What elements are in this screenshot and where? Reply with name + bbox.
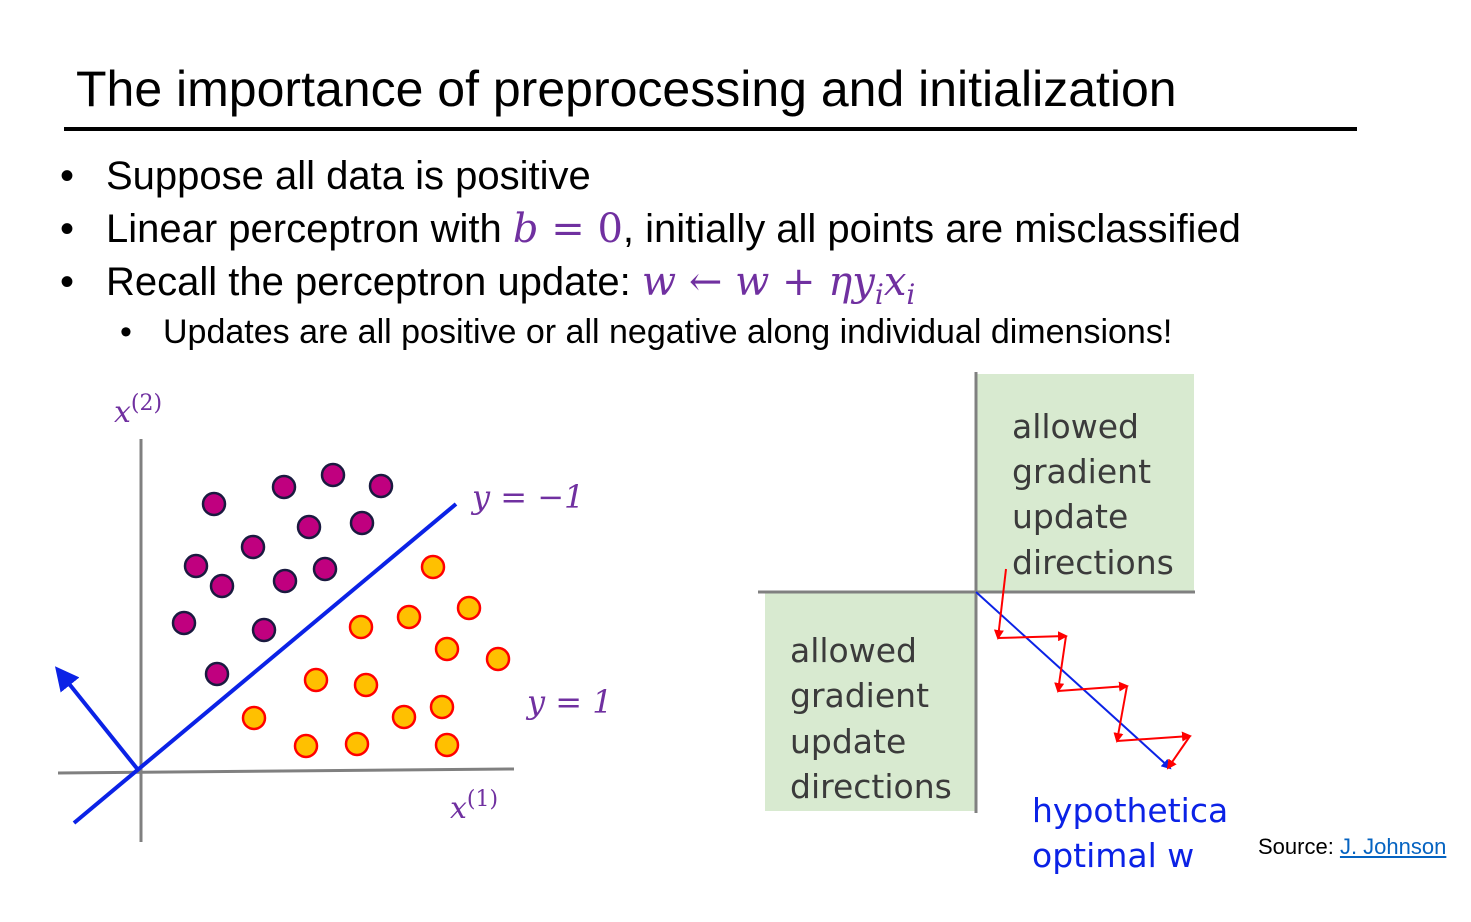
- negative-point: [204, 661, 230, 687]
- bottom-box-line-1: allowed: [790, 631, 917, 670]
- positive-point: [434, 732, 460, 758]
- optimal-w-label-line-1: hypothetical: [1032, 791, 1230, 830]
- optimal-w-label-line-2: optimal w: [1032, 836, 1194, 875]
- top-box-line-3: update: [1012, 497, 1128, 536]
- positive-point: [353, 672, 379, 698]
- source-link[interactable]: J. Johnson: [1339, 834, 1447, 859]
- negative-point: [349, 510, 375, 536]
- bottom-box-line-4: directions: [790, 767, 952, 806]
- negative-point: [320, 462, 346, 488]
- positive-point: [293, 733, 319, 759]
- negative-points: [171, 462, 394, 687]
- negative-point: [368, 473, 394, 499]
- top-box-line-4: directions: [1012, 543, 1174, 582]
- positive-point: [456, 595, 482, 621]
- bullet-text-pre: Linear perceptron with: [106, 207, 513, 251]
- bullet-3: • Recall the perceptron update: w ← w + …: [60, 256, 1450, 311]
- bottom-box-line-2: gradient: [790, 676, 929, 715]
- zigzag-updates: [993, 568, 1192, 770]
- positive-point: [485, 646, 511, 672]
- positive-point: [344, 731, 370, 757]
- bullet-text-pre: Recall the perceptron update:: [106, 260, 642, 304]
- positive-point: [391, 704, 417, 730]
- positive-point: [434, 636, 460, 662]
- source-credit: Source: J. Johnson: [1258, 834, 1446, 860]
- positive-class-label: y = 1: [525, 683, 613, 721]
- y-axis-label: x(2): [114, 391, 162, 430]
- weight-vector-arrow: [54, 666, 141, 773]
- x-axis-label: x(1): [450, 787, 498, 826]
- negative-point: [251, 617, 277, 643]
- positive-point: [420, 554, 446, 580]
- optimal-w-arrow: [975, 591, 1172, 770]
- top-box-line-2: gradient: [1012, 452, 1151, 491]
- negative-point: [201, 491, 227, 517]
- bullet-1: • Suppose all data is positive: [60, 150, 1450, 203]
- negative-point: [296, 514, 322, 540]
- negative-point: [209, 573, 235, 599]
- math-eq-zero: = 0: [538, 206, 623, 252]
- bullet-dot: •: [60, 260, 75, 304]
- negative-point: [272, 568, 298, 594]
- bullet-dot: •: [60, 154, 75, 198]
- math-update-rule: w ← w + ηy: [641, 259, 875, 305]
- bullet-list: • Suppose all data is positive • Linear …: [60, 150, 1450, 355]
- positive-point: [429, 694, 455, 720]
- negative-point: [271, 474, 297, 500]
- math-b: b: [512, 206, 539, 252]
- subbullet-text: Updates are all positive or all negative…: [163, 313, 1173, 351]
- allowed-region-top-right: [976, 374, 1194, 592]
- negative-point: [183, 553, 209, 579]
- positive-point: [241, 705, 267, 731]
- bullet-2: • Linear perceptron with b = 0, initiall…: [60, 203, 1450, 256]
- x-axis: [57, 767, 515, 775]
- bullet-text-post: , initially all points are misclassified: [622, 207, 1241, 251]
- subbullet-1: • Updates are all positive or all negati…: [60, 309, 1450, 355]
- negative-class-label: y = −1: [470, 478, 584, 516]
- positive-point: [396, 604, 422, 630]
- source-label: Source:: [1258, 834, 1340, 859]
- scatter-diagram: x(2) x(1) y = −1 y = 1: [54, 391, 613, 842]
- negative-point: [312, 556, 338, 582]
- bottom-box-line-3: update: [790, 722, 906, 761]
- bullet-text: Suppose all data is positive: [106, 154, 591, 198]
- math-subscript-i: i: [906, 278, 916, 311]
- math-x: x: [883, 259, 907, 305]
- positive-point: [348, 614, 374, 640]
- math-subscript-i: i: [874, 278, 884, 311]
- negative-point: [171, 610, 197, 636]
- decision-boundary-line: [72, 502, 458, 825]
- bullet-dot: •: [120, 313, 132, 351]
- title-underline: [64, 127, 1357, 131]
- gradient-quadrant-diagram: allowed gradient update directions allow…: [758, 372, 1230, 875]
- positive-points: [241, 554, 511, 759]
- top-box-line-1: allowed: [1012, 407, 1139, 446]
- negative-point: [240, 534, 266, 560]
- bullet-dot: •: [60, 207, 75, 251]
- allowed-region-bottom-left: [765, 593, 976, 811]
- slide-title: The importance of preprocessing and init…: [76, 61, 1177, 117]
- positive-point: [303, 667, 329, 693]
